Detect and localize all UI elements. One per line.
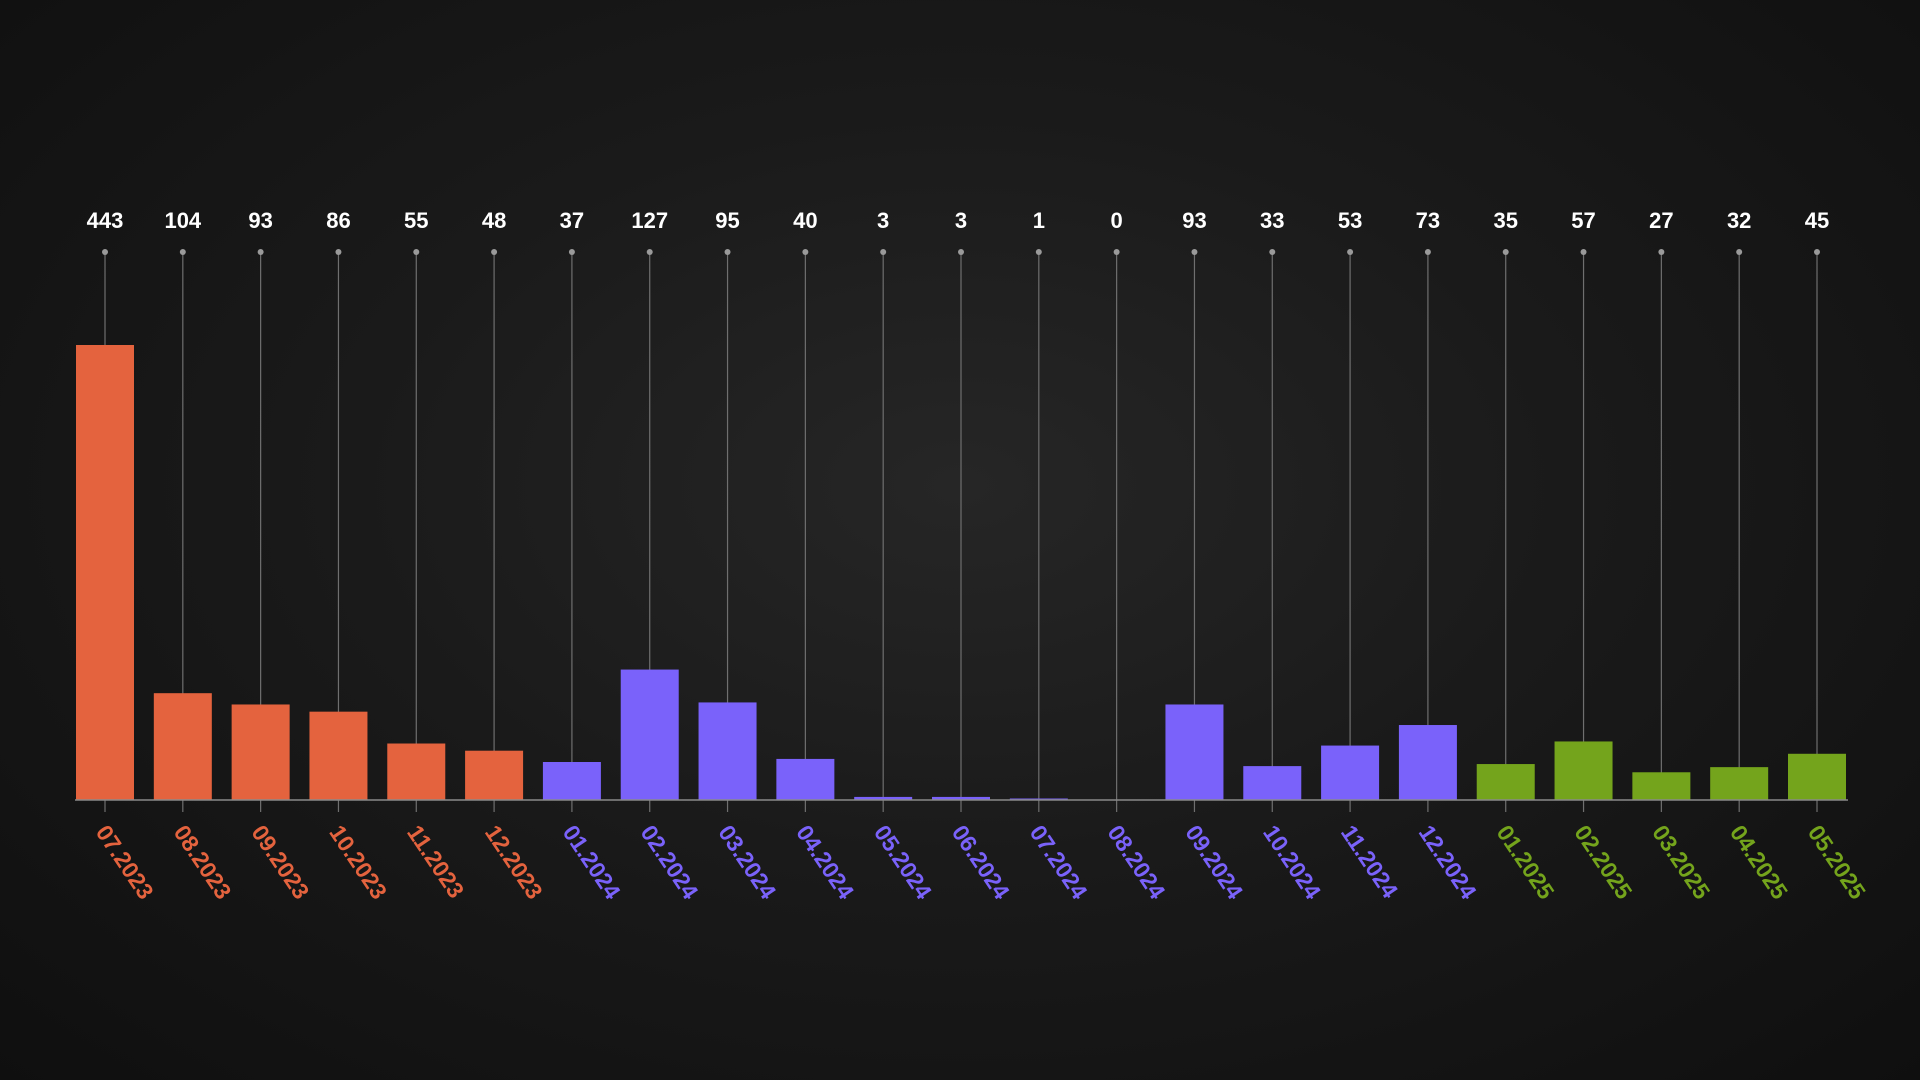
category-label: 11.2024 <box>1336 820 1403 903</box>
value-label: 35 <box>1493 208 1517 233</box>
bar <box>776 758 835 800</box>
connector-dot <box>1502 249 1509 255</box>
bars <box>76 345 1846 800</box>
bar <box>620 669 679 800</box>
category-label: 08.2024 <box>1102 820 1170 904</box>
value-label: 1 <box>1033 208 1045 233</box>
category-label: 05.2024 <box>869 820 937 904</box>
value-label: 93 <box>248 208 272 233</box>
value-labels: 443 104 93 86 55 48 37 127 95 40 3 3 1 0 93 33 53 73 35 57 2… <box>87 208 1830 233</box>
value-label: 86 <box>326 208 350 233</box>
connector-dot <box>413 249 420 255</box>
category-label: 02.2025 <box>1569 820 1637 904</box>
category-label: 07.2023 <box>91 820 159 903</box>
category-label: 03.2025 <box>1647 820 1715 904</box>
bar <box>231 704 290 800</box>
bar <box>465 750 524 800</box>
connector-dot <box>335 249 342 255</box>
bar <box>1243 766 1302 800</box>
value-label: 53 <box>1338 208 1362 233</box>
category-label: 04.2024 <box>791 820 859 904</box>
category-label: 02.2024 <box>636 820 704 904</box>
bar <box>1710 767 1769 800</box>
category-label: 05.2025 <box>1803 820 1871 904</box>
bar <box>1788 753 1846 800</box>
connector-dot <box>1113 249 1120 255</box>
connector-dot <box>958 249 964 255</box>
value-label: 55 <box>404 208 428 233</box>
value-label: 27 <box>1649 208 1673 233</box>
connector-dot <box>1269 249 1276 255</box>
connector-dot <box>568 249 575 255</box>
value-label: 3 <box>877 208 889 233</box>
value-label: 40 <box>793 208 817 233</box>
value-label: 73 <box>1416 208 1440 233</box>
bar <box>1398 725 1457 800</box>
connector-dot <box>1658 249 1665 255</box>
value-label: 37 <box>560 208 584 233</box>
bar <box>932 796 990 800</box>
category-label: 10.2023 <box>324 820 392 903</box>
bar <box>1476 764 1535 800</box>
bar <box>698 702 757 800</box>
category-label: 01.2025 <box>1492 820 1560 904</box>
value-label: 0 <box>1111 208 1123 233</box>
connector-dot <box>1580 249 1587 255</box>
bar <box>1165 704 1224 800</box>
category-label: 06.2024 <box>947 820 1015 904</box>
connector-dot <box>102 249 108 255</box>
connector-dot <box>1347 249 1354 255</box>
value-label: 32 <box>1727 208 1751 233</box>
category-label: 08.2023 <box>169 820 237 903</box>
connector-dot <box>1424 249 1431 255</box>
bar <box>387 743 446 800</box>
value-label: 127 <box>631 208 668 233</box>
value-label: 104 <box>164 208 201 233</box>
bar <box>854 796 913 800</box>
bar <box>1554 741 1613 800</box>
category-label: 11.2023 <box>402 820 469 902</box>
value-label: 57 <box>1571 208 1595 233</box>
connector-dot <box>724 249 731 255</box>
category-label: 09.2024 <box>1180 820 1248 904</box>
category-label: 01.2024 <box>558 820 626 904</box>
value-label: 3 <box>955 208 967 233</box>
category-label: 10.2024 <box>1258 820 1326 904</box>
connector-dot <box>491 249 498 255</box>
connector-lines <box>102 249 1820 812</box>
connector-dot <box>1814 249 1820 255</box>
category-labels: 07.2023 08.2023 09.2023 10.2023 11.2023 12.20… <box>91 820 1871 904</box>
category-label: 12.2024 <box>1414 820 1482 904</box>
category-label: 12.2023 <box>480 820 548 903</box>
bar <box>153 693 212 800</box>
connector-dot <box>179 249 186 255</box>
bar <box>1321 745 1380 800</box>
bar <box>309 711 368 800</box>
value-label: 33 <box>1260 208 1284 233</box>
category-label: 03.2024 <box>713 820 781 904</box>
connector-dot <box>880 249 887 255</box>
category-label: 07.2024 <box>1025 820 1093 904</box>
value-label: 48 <box>482 208 506 233</box>
bar <box>76 345 134 800</box>
value-label: 443 <box>87 208 124 233</box>
connector-dot <box>646 249 653 255</box>
connector-dot <box>257 249 264 255</box>
bar <box>1632 772 1691 800</box>
category-label: 04.2025 <box>1725 820 1793 904</box>
category-label: 09.2023 <box>246 820 314 903</box>
value-label: 93 <box>1182 208 1206 233</box>
connector-dot <box>1035 249 1042 255</box>
bar <box>542 761 601 800</box>
connector-dot <box>802 249 809 255</box>
connector-dot <box>1191 249 1198 255</box>
value-label: 95 <box>715 208 739 233</box>
connector-dot <box>1736 249 1743 255</box>
value-label: 45 <box>1805 208 1829 233</box>
